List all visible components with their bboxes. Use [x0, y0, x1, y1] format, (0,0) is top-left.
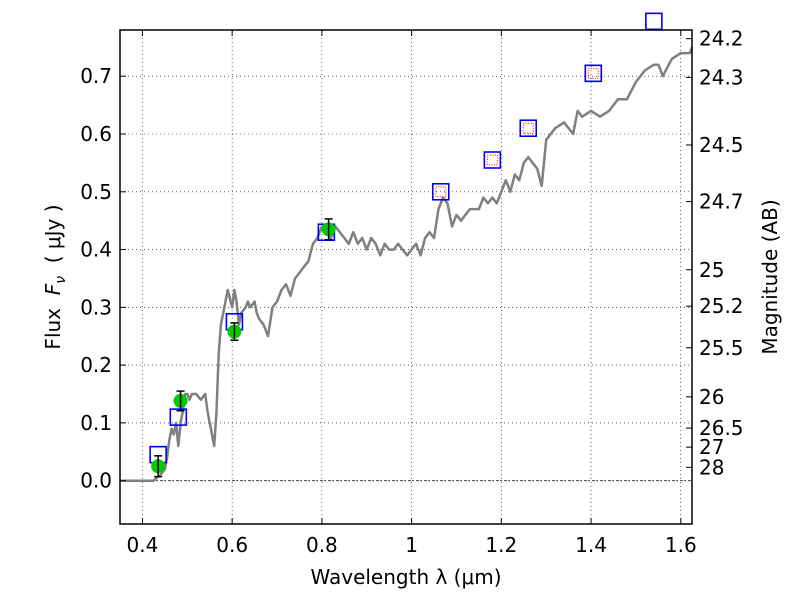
- magnitude-tick-label-6: 25.5: [699, 336, 744, 360]
- magnitude-tick-label-1: 24.3: [699, 65, 744, 89]
- magnitude-tick-label-3: 24.7: [699, 190, 744, 214]
- y-axis-label: Flux Fν ( μJy ): [41, 204, 69, 349]
- magnitude-axis-label: Magnitude (AB): [758, 199, 782, 354]
- y-axis-label-suffix: ( μJy ): [41, 204, 65, 276]
- x-tick-label-2: 0.8: [306, 533, 338, 557]
- upper-limit-box-3: [587, 67, 599, 79]
- y-axis-ticks: 0.0 0.1 0.2 0.3 0.4 0.5 0.6 0.7: [80, 64, 126, 493]
- magnitude-tick-label-9: 27: [699, 435, 724, 459]
- magnitude-tick-label-0: 24.2: [699, 27, 744, 51]
- y-tick-label-4: 0.4: [80, 238, 112, 262]
- y-tick-label-5: 0.5: [80, 180, 112, 204]
- y-tick-label-6: 0.6: [80, 122, 112, 146]
- plot-frame: [119, 29, 693, 525]
- model-photometry-box-6: [519, 119, 538, 138]
- y-tick-label-1: 0.1: [80, 411, 112, 435]
- y-axis-label-subscript: ν: [53, 276, 69, 284]
- magnitude-tick-label-4: 25: [699, 258, 724, 282]
- magnitude-tick-label-5: 25.2: [699, 294, 744, 318]
- x-tick-label-3: 1: [405, 533, 418, 557]
- model-photometry-box-8: [645, 12, 663, 31]
- upper-limit-box-0: [435, 186, 447, 198]
- model-spectrum-series: [120, 46, 694, 482]
- photometry-markers: [149, 12, 663, 478]
- magnitude-tick-label-10: 28: [699, 455, 724, 479]
- x-tick-label-6: 1.6: [665, 533, 697, 557]
- x-tick-label-5: 1.4: [575, 533, 607, 557]
- y-axis-label-prefix: Flux: [41, 295, 65, 349]
- x-tick-label-4: 1.2: [485, 533, 517, 557]
- y-tick-label-3: 0.3: [80, 295, 112, 319]
- plot-background: [120, 30, 692, 524]
- x-tick-label-0: 0.4: [127, 533, 159, 557]
- model-photometry-box-1: [169, 408, 188, 426]
- x-axis-label: Wavelength λ (μm): [310, 565, 501, 589]
- y-tick-label-2: 0.2: [80, 353, 112, 377]
- upper-limit-box-2: [522, 122, 534, 134]
- magnitude-tick-label-8: 26.5: [699, 416, 744, 440]
- x-axis-ticks: 0.4 0.6 0.8 1 1.2 1.4 1.6: [127, 30, 697, 557]
- y-axis-label-symbol: F: [41, 283, 65, 295]
- upper-limit-box-1: [486, 154, 498, 166]
- model-photometry-box-7: [584, 64, 603, 83]
- model-photometry-box-4: [431, 182, 450, 201]
- model-photometry-box-5: [483, 151, 502, 169]
- magnitude-tick-label-7: 26: [699, 385, 724, 409]
- y-tick-label-0: 0.0: [80, 469, 112, 493]
- grid-lines: [120, 30, 692, 524]
- y-tick-label-7: 0.7: [80, 64, 112, 88]
- magnitude-tick-label-2: 24.5: [699, 133, 744, 157]
- x-tick-label-1: 0.6: [216, 533, 248, 557]
- model-spectrum-line: [120, 46, 694, 482]
